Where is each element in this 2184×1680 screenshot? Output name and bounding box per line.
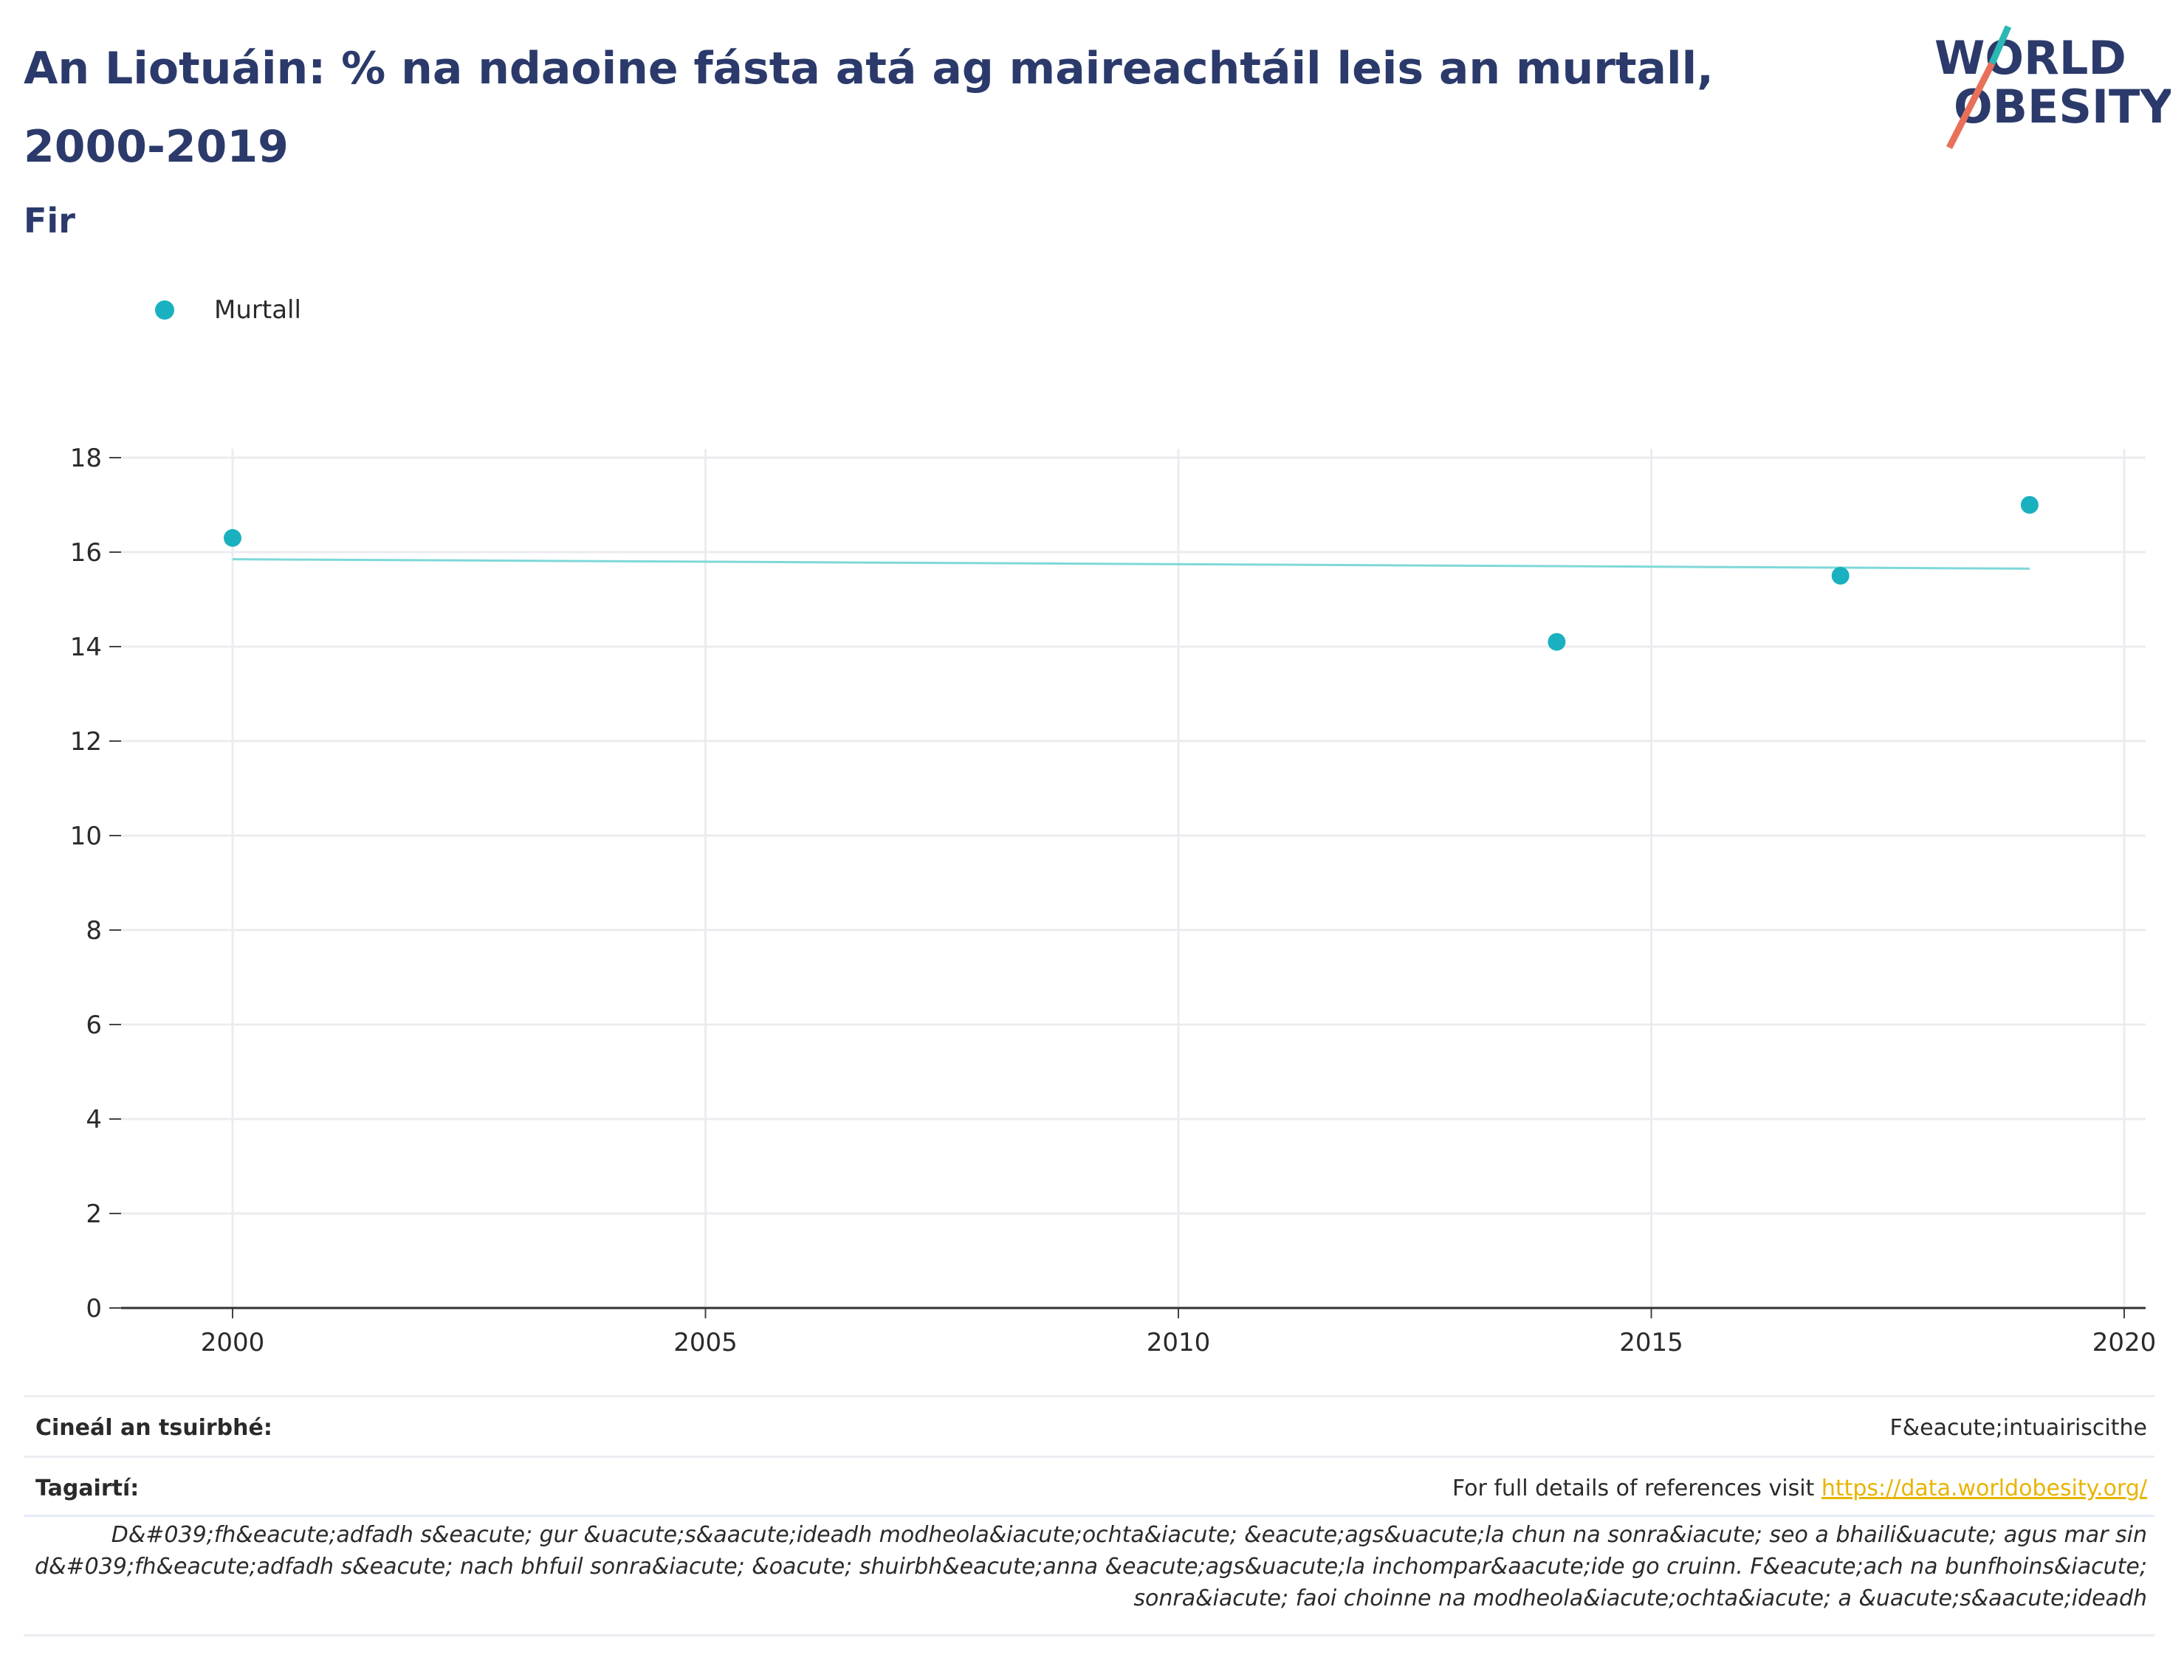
data-point xyxy=(1831,567,1850,585)
world-obesity-logo: WORLD OBESITY xyxy=(1934,25,2171,150)
y-tick-label: 6 xyxy=(86,1011,102,1040)
logo-slash-coral xyxy=(1946,61,1996,150)
y-tick-label: 0 xyxy=(86,1294,102,1323)
chart-title: An Liotuáin: % na ndaoine fásta atá ag m… xyxy=(24,43,1714,173)
divider xyxy=(24,1515,2154,1517)
survey-type-row: Cineál an tsuirbhé: F&eacute;intuairisci… xyxy=(24,1395,2154,1458)
data-point xyxy=(2020,496,2039,514)
x-tick-label: 2015 xyxy=(1619,1328,1683,1357)
references-text: For full details of references visit xyxy=(1452,1475,1821,1501)
methodology-note: D&#039;fh&eacute;adfadh s&eacute; gur &u… xyxy=(35,1522,2147,1611)
tick-labels: 0 2 4 6 8 10 12 14 16 18 2000 2005 2010 2015 2020 xyxy=(70,444,2157,1357)
legend[interactable]: Murtall xyxy=(155,295,301,325)
trendline-group xyxy=(232,558,2030,570)
data-points xyxy=(224,496,2039,651)
data-point xyxy=(1548,633,1566,651)
y-tick-label: 2 xyxy=(86,1199,102,1229)
x-tick-label: 2010 xyxy=(1147,1328,1211,1357)
x-tick-label: 2000 xyxy=(201,1328,265,1357)
references-row: Tagairtí: For full details of references… xyxy=(24,1456,2154,1518)
logo-slash-teal xyxy=(1988,25,2012,65)
y-tick-label: 16 xyxy=(70,538,102,568)
divider xyxy=(24,1634,2154,1636)
legend-marker xyxy=(155,300,174,320)
trendline xyxy=(232,558,2030,570)
logo-text-world: WORLD xyxy=(1934,31,2126,85)
x-tick-label: 2020 xyxy=(2092,1328,2157,1357)
y-tick-label: 18 xyxy=(70,444,102,473)
chart-subtitle: Fir xyxy=(24,201,75,241)
y-tick-label: 4 xyxy=(86,1105,102,1135)
y-tick-label: 14 xyxy=(70,633,102,662)
logo-text-obesity: OBESITY xyxy=(1954,80,2171,134)
y-tick-label: 8 xyxy=(86,916,102,946)
data-point xyxy=(224,529,241,547)
references-link[interactable]: https://data.worldobesity.org/ xyxy=(1821,1475,2147,1501)
references-value: For full details of references visit htt… xyxy=(1452,1476,2154,1501)
legend-label: Murtall xyxy=(214,295,301,325)
y-tick-label: 12 xyxy=(70,727,102,757)
references-label: Tagairtí: xyxy=(35,1475,140,1501)
x-tick-label: 2005 xyxy=(673,1328,738,1357)
survey-type-label: Cineál an tsuirbhé: xyxy=(35,1414,272,1441)
y-tick-label: 10 xyxy=(70,822,102,851)
grid xyxy=(109,449,2146,1318)
survey-type-value: F&eacute;intuairiscithe xyxy=(1889,1414,2147,1441)
scatter-chart: 0 2 4 6 8 10 12 14 16 18 2000 2005 2010 2015 2020 xyxy=(70,444,2157,1357)
